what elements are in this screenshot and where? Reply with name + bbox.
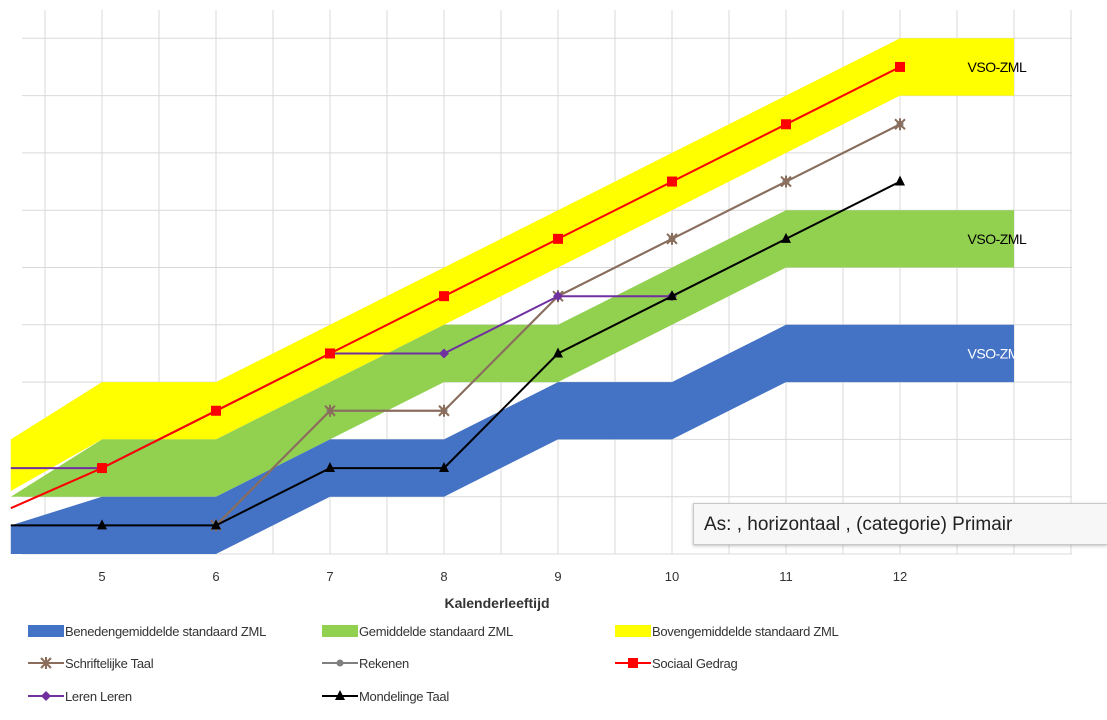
legend-marker: [335, 690, 345, 700]
series-point-0: [666, 232, 678, 245]
legend-label: Mondelinge Taal: [359, 689, 449, 704]
series-point-2: [667, 176, 677, 187]
series-point-4: [553, 347, 563, 358]
x-axis-ticks: 5 6 7 8 9 10 11 12: [98, 569, 907, 584]
legend-swatch: [322, 625, 358, 637]
legend-label: Gemiddelde standaard ZML: [359, 624, 513, 639]
band-label-2: VSO-ZML: [968, 59, 1027, 75]
legend-label: Schriftelijke Taal: [65, 656, 154, 671]
series-point-4: [895, 175, 905, 186]
band-1: [10, 210, 1015, 497]
x-tick-label: 10: [665, 569, 679, 584]
x-axis-title: Kalenderleeftijd: [444, 595, 549, 611]
series-point-2: [211, 405, 221, 416]
band-label-1: VSO-ZML: [968, 231, 1027, 247]
series-point-4: [667, 290, 677, 301]
band-2: [10, 38, 1015, 492]
legend-label: Benedengemiddelde standaard ZML: [65, 624, 266, 639]
series-point-0: [324, 404, 336, 417]
legend-label: Bovengemiddelde standaard ZML: [652, 624, 838, 639]
x-tick-label: 9: [554, 569, 561, 584]
series-point-0: [438, 404, 450, 417]
band-0: [10, 324, 1015, 554]
axis-tooltip: As: , horizontaal , (categorie) Primair: [693, 503, 1107, 545]
series-point-2: [439, 291, 449, 302]
x-tick-label: 8: [440, 569, 447, 584]
series-point-3: [439, 348, 449, 359]
series-point-4: [781, 232, 791, 243]
series-point-2: [895, 61, 905, 72]
legend-swatch: [615, 625, 651, 637]
series-point-0: [894, 118, 906, 131]
series-point-2: [325, 348, 335, 359]
series-point-4: [439, 462, 449, 473]
bands: VSO-ZML VSO-ZML VSO-ZML: [10, 38, 1027, 554]
legend-marker: [336, 659, 344, 667]
legend-swatch: [28, 625, 64, 637]
band-label-0: VSO-ZML: [968, 345, 1027, 361]
legend-marker: [628, 658, 638, 668]
series-point-3: [553, 291, 563, 302]
series-point-4: [211, 519, 221, 530]
legend-marker: [40, 657, 52, 669]
series-point-0: [780, 175, 792, 188]
x-tick-label: 11: [779, 569, 793, 584]
series-point-2: [97, 463, 107, 474]
x-tick-label: 7: [326, 569, 333, 584]
x-tick-label: 5: [98, 569, 105, 584]
legend-label: Leren Leren: [65, 689, 132, 704]
legend-label: Rekenen: [359, 656, 409, 671]
series-point-2: [781, 119, 791, 130]
legend: Benedengemiddelde standaard ZML Gemiddeld…: [28, 624, 839, 704]
series-point-2: [553, 233, 563, 244]
x-tick-label: 12: [893, 569, 907, 584]
series-lines: [10, 61, 906, 532]
x-tick-label: 6: [212, 569, 219, 584]
legend-marker: [41, 691, 51, 701]
legend-label: Sociaal Gedrag: [652, 656, 737, 671]
series-point-4: [97, 519, 107, 530]
series-point-4: [325, 462, 335, 473]
